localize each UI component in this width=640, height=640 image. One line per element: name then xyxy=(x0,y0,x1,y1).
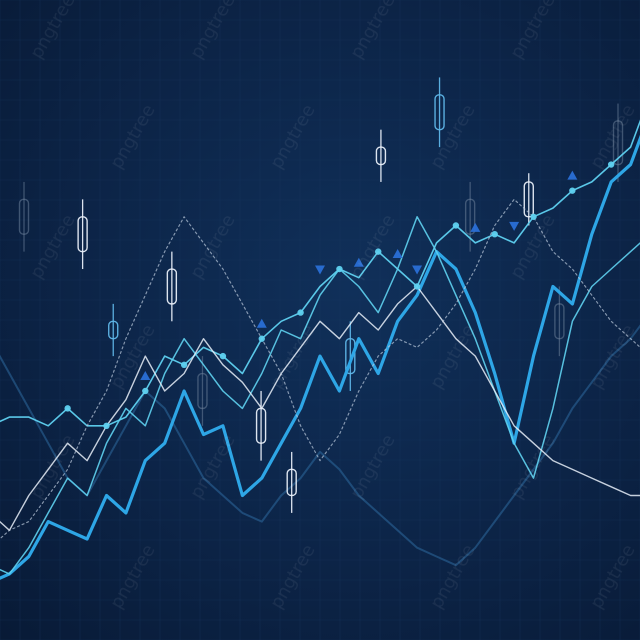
candlestick-layer xyxy=(18,77,624,513)
marker-triangle-up xyxy=(567,170,578,180)
candle-body xyxy=(345,338,356,375)
marker-triangle-up xyxy=(392,249,403,259)
series-line-bright xyxy=(0,134,640,580)
candle-body xyxy=(434,94,445,131)
data-point xyxy=(452,222,460,229)
data-point xyxy=(297,309,304,316)
faded-series-layer xyxy=(0,324,640,567)
series-line-main-markers xyxy=(0,119,640,427)
candle-body xyxy=(166,268,178,305)
series-line-faded xyxy=(0,324,640,567)
data-point xyxy=(103,422,110,430)
data-point xyxy=(413,283,421,290)
data-point xyxy=(180,361,188,369)
candle-body xyxy=(464,198,476,235)
marker-triangle-up xyxy=(470,222,481,232)
marker-triangle-up xyxy=(140,370,151,380)
candle-body xyxy=(612,120,624,166)
marker-triangle-up xyxy=(256,318,267,328)
data-point xyxy=(336,265,343,273)
candle-body xyxy=(77,216,88,253)
candle-body xyxy=(523,181,534,218)
data-point xyxy=(569,187,576,194)
data-point xyxy=(258,335,265,342)
candle-body xyxy=(554,303,565,340)
line-series-layer xyxy=(0,119,640,580)
marker-triangle-down xyxy=(509,221,520,231)
candle-body xyxy=(375,146,387,166)
data-point xyxy=(375,248,382,255)
series-line-accent xyxy=(0,216,640,575)
candle-body xyxy=(286,468,297,497)
candle-body xyxy=(108,320,119,340)
data-point xyxy=(142,387,149,395)
data-point xyxy=(219,352,227,360)
candle-body xyxy=(18,198,30,235)
marker-triangle-up xyxy=(353,257,364,267)
series-line-white xyxy=(0,285,640,531)
data-point xyxy=(491,230,498,238)
marker-layer xyxy=(64,161,615,430)
candle-body xyxy=(197,372,208,410)
marker-triangle-down xyxy=(412,265,423,275)
marker-triangle-down xyxy=(315,265,325,275)
data-point xyxy=(530,213,537,220)
data-point xyxy=(607,161,615,168)
series-line-dotted xyxy=(0,198,640,540)
data-point xyxy=(64,405,71,412)
